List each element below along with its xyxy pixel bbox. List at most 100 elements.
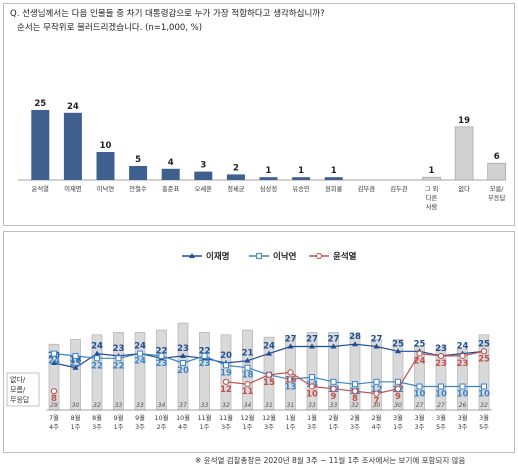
x-tick-label: 2주 xyxy=(157,423,167,431)
series-point xyxy=(287,369,294,376)
series-data-label: 23 xyxy=(199,359,211,369)
back-bar-value-label: 34 xyxy=(158,402,166,409)
x-tick-label: 3월 xyxy=(415,413,425,422)
series-data-label: 10 xyxy=(478,390,490,400)
bar-value-label: 24 xyxy=(67,102,79,112)
series-point xyxy=(416,383,423,390)
series-point xyxy=(308,383,316,390)
back-bar-value-label: 32 xyxy=(480,402,488,409)
series-point xyxy=(201,352,208,359)
x-tick-label: 1주 xyxy=(243,423,253,431)
bar xyxy=(96,152,115,180)
series-data-label: 23 xyxy=(156,359,168,369)
series-point xyxy=(72,352,79,359)
bar-value-label: 6 xyxy=(494,152,500,162)
bar-value-label: 2 xyxy=(233,163,239,173)
back-bar xyxy=(199,332,210,411)
back-bar-value-label: 33 xyxy=(308,402,316,409)
series-data-label: 15 xyxy=(263,378,275,388)
bar xyxy=(194,171,213,180)
x-tick-label: 2월 xyxy=(329,413,339,422)
series-data-label: 9 xyxy=(395,392,401,402)
series-point xyxy=(394,385,402,392)
series-data-label: 24 xyxy=(48,357,60,367)
x-tick-label: 9월 xyxy=(114,413,124,422)
series-data-label: 24 xyxy=(457,342,469,352)
series-data-label: 27 xyxy=(306,335,318,345)
series-point xyxy=(72,364,79,370)
series-point xyxy=(51,350,57,357)
bar-value-label: 5 xyxy=(135,155,141,165)
bar-category-label: 유승민 xyxy=(292,184,310,193)
series-data-label: 23 xyxy=(457,359,469,369)
series-data-label: 10 xyxy=(306,390,318,400)
x-tick-label: 5주 xyxy=(436,423,446,431)
series-point xyxy=(287,343,294,349)
series-point xyxy=(459,352,466,360)
x-tick-label: 3주 xyxy=(135,423,145,431)
bar-category-label: 없다 xyxy=(458,184,470,193)
x-tick-label: 3주 xyxy=(221,423,231,431)
series-data-label: 16 xyxy=(285,375,297,385)
legend-label: 윤석열 xyxy=(333,251,357,262)
x-tick-label: 12월 xyxy=(262,413,276,422)
series-point xyxy=(266,350,272,356)
series-point xyxy=(309,343,315,349)
question-line-1: Q. 선생님께서는 다음 인물들 중 차기 대통령감으로 누가 가장 적합하다고… xyxy=(10,9,325,19)
x-tick-label: 3월 xyxy=(479,413,489,422)
x-tick-label: 8월 xyxy=(92,413,102,422)
bar-category-label: 이낙연 xyxy=(97,184,115,193)
series-point xyxy=(416,350,423,357)
series-data-label: 23 xyxy=(113,344,125,354)
series-data-label: 7 xyxy=(374,397,380,407)
series-data-label: 24 xyxy=(134,342,146,352)
series-data-label: 22 xyxy=(199,346,211,356)
series-data-label: 25 xyxy=(414,339,426,349)
bar-value-label: 1 xyxy=(298,166,304,176)
series-data-label: 22 xyxy=(113,361,125,371)
series-point xyxy=(244,381,251,388)
series-point xyxy=(373,390,380,397)
series-data-label: 24 xyxy=(263,342,275,352)
series-point xyxy=(94,355,100,362)
x-tick-label: 8월 xyxy=(71,413,81,422)
top-chart-panel: Q. 선생님께서는 다음 인물들 중 차기 대통령감으로 누가 가장 적합하다고… xyxy=(3,3,515,226)
bar-category-label: 김두관 xyxy=(390,184,408,193)
bar-category-label: 다른 xyxy=(426,193,438,202)
series-data-label: 24 xyxy=(91,342,103,352)
x-tick-label: 3월 xyxy=(393,413,403,422)
x-tick-label: 5주 xyxy=(479,423,489,431)
x-tick-label: 12월 xyxy=(241,413,255,422)
series-point xyxy=(180,360,186,366)
x-tick-label: 10월 xyxy=(155,413,169,422)
trend-chart-panel: 28 30 32 33 33 34 37 33 32 34 31 31 33 33 32 30 30 27 27 26… xyxy=(3,231,515,453)
back-bar-value-label: 31 xyxy=(265,402,273,409)
x-tick-label: 1월 xyxy=(307,413,317,422)
x-tick-label: 4주 xyxy=(49,423,59,431)
x-tick-label: 3주 xyxy=(458,423,468,431)
bar xyxy=(259,177,278,180)
series-data-label: 8 xyxy=(352,394,358,404)
x-tick-label: 1월 xyxy=(286,413,296,422)
x-tick-label: 3주 xyxy=(264,423,274,431)
back-bar-value-label: 32 xyxy=(93,402,101,409)
series-point xyxy=(437,352,445,360)
legend-marker xyxy=(256,253,262,259)
series-point xyxy=(51,360,57,365)
bar xyxy=(31,110,50,180)
series-data-label: 8 xyxy=(51,394,57,404)
x-tick-label: 10월 xyxy=(176,413,190,422)
series-data-label: 18 xyxy=(242,371,254,381)
bar-category-label: 모름/ xyxy=(490,185,505,193)
series-data-label: 23 xyxy=(435,344,447,354)
series-data-label: 23 xyxy=(70,359,82,369)
series-data-label: 27 xyxy=(285,335,297,345)
back-bar-value-label: 37 xyxy=(179,402,187,409)
x-tick-label: 3월 xyxy=(436,413,446,422)
series-data-label: 10 xyxy=(457,390,469,400)
footnote: ※ 윤석열 검찰총장은 2020년 8월 3주 ~ 11월 1주 조사에서는 보… xyxy=(195,456,466,465)
bar xyxy=(487,162,507,181)
series-data-label: 20 xyxy=(177,366,189,376)
series-data-label: 10 xyxy=(435,390,447,400)
back-bar-label-box xyxy=(6,372,40,407)
